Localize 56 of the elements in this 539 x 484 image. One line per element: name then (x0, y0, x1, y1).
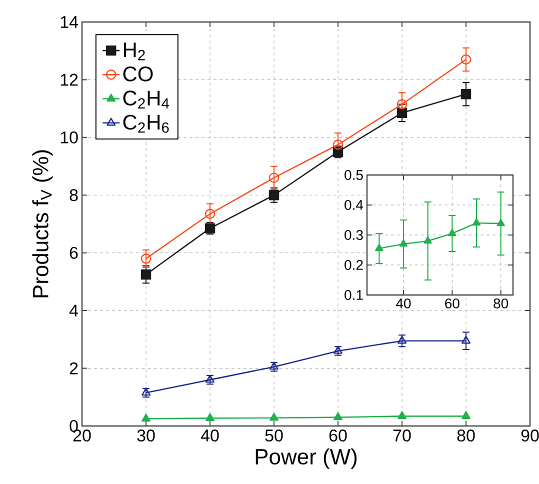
legend-label: C$_{2}$H$_{6}$ (123, 114, 169, 133)
point (140, 269, 152, 280)
x-tick-label: 40 (396, 298, 411, 308)
point (424, 236, 432, 244)
x-tick-label: 80 (457, 430, 475, 442)
point (462, 336, 470, 344)
point (460, 89, 472, 100)
point (448, 228, 456, 236)
point (398, 411, 406, 420)
point (268, 172, 280, 183)
legend-label: CO (123, 66, 153, 82)
point (334, 412, 343, 420)
point (472, 218, 481, 226)
x-tick-label: 70 (393, 430, 411, 442)
point (462, 411, 470, 420)
point (140, 254, 152, 264)
y-axis-title: Products f$_{V}$ (%) (32, 150, 53, 298)
y-tick-label: 0.3 (344, 230, 363, 240)
y-tick-label: 0.4 (344, 200, 364, 210)
point (204, 208, 216, 219)
y-tick-label: 8 (70, 189, 78, 202)
y-tick-label: 14 (60, 16, 78, 28)
x-tick-label: 90 (521, 430, 539, 442)
x-tick-label: 30 (137, 430, 155, 442)
point (375, 244, 384, 252)
x-tick-label: 60 (445, 298, 460, 308)
x-tick-label: 20 (73, 430, 91, 442)
point (334, 346, 343, 354)
x-tick-label: 50 (265, 430, 283, 442)
y-tick-label: 10 (60, 131, 78, 144)
x-tick-label: 80 (494, 298, 508, 308)
point (398, 336, 406, 344)
legend-label: C$_{2}$H$_{4}$ (123, 90, 169, 108)
point (460, 54, 472, 65)
point (270, 412, 279, 421)
point (142, 414, 151, 422)
y-tick-label: 0.2 (344, 260, 363, 270)
x-tick-label: 40 (200, 430, 219, 442)
point (399, 239, 408, 247)
point (206, 413, 215, 422)
point (206, 374, 215, 383)
x-axis-title: Power (W) (256, 448, 357, 469)
point (142, 388, 151, 396)
y-tick-label: 6 (70, 246, 78, 259)
point (268, 190, 280, 200)
point (496, 218, 505, 226)
y-tick-label: 4 (69, 304, 78, 316)
y-tick-label: 0.1 (344, 290, 363, 300)
legend-label: H$_{2}$ (124, 42, 145, 60)
x-tick-label: 60 (329, 430, 347, 442)
y-tick-label: 0.5 (344, 170, 363, 180)
point (270, 362, 279, 370)
y-tick-label: 2 (70, 362, 78, 374)
y-tick-label: 12 (60, 74, 78, 86)
point (396, 99, 408, 110)
point (396, 108, 408, 118)
